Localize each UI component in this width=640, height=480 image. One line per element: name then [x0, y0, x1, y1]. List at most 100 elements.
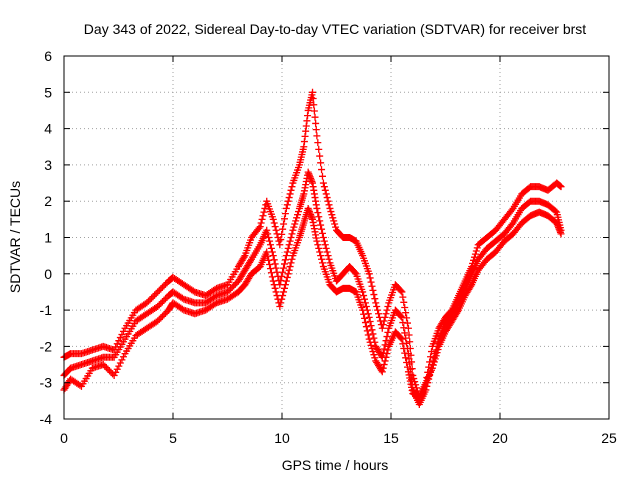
data-point-track-b: [162, 295, 170, 303]
data-point-track-b: [508, 221, 516, 229]
data-point-track-a: [269, 215, 277, 223]
data-point-track-b: [284, 244, 292, 252]
data-point-track-b: [295, 208, 303, 216]
data-point-track-b: [288, 230, 296, 238]
data-point-track-b: [317, 221, 325, 229]
data-point-track-a: [330, 217, 338, 225]
data-point-track-a: [154, 288, 162, 296]
y-tick-label: -2: [40, 338, 53, 354]
data-point-track-a: [312, 126, 320, 134]
data-point-track-c: [384, 346, 392, 354]
data-point-track-b: [351, 269, 359, 277]
data-point-track-a: [402, 309, 410, 317]
data-point-track-c: [429, 361, 437, 369]
data-point-track-c: [116, 359, 124, 367]
data-point-track-c: [264, 252, 272, 260]
data-point-track-a: [152, 290, 160, 298]
data-point-track-b: [283, 248, 291, 256]
data-point-track-b: [360, 292, 368, 300]
data-point-track-a: [318, 172, 326, 180]
data-point-track-a: [557, 183, 565, 191]
data-point-track-c: [397, 334, 405, 342]
data-point-track-c: [283, 273, 291, 281]
data-point-track-a: [317, 159, 325, 167]
data-point-track-a: [384, 302, 392, 310]
data-point-track-a: [320, 183, 328, 191]
y-tick-label: 5: [44, 84, 52, 100]
data-point-track-b: [290, 223, 298, 231]
data-point-track-b: [280, 260, 288, 268]
y-tick-label: -4: [40, 411, 53, 427]
data-point-track-c: [76, 381, 84, 389]
data-point-track-c: [365, 335, 373, 343]
x-tick-label: 0: [60, 430, 68, 446]
data-point-track-a: [272, 226, 280, 234]
data-point-track-b: [224, 288, 231, 296]
data-point-track-b: [155, 301, 163, 309]
y-tick-label: 0: [44, 266, 52, 282]
data-point-track-c: [363, 327, 371, 335]
data-point-track-c: [112, 368, 120, 376]
data-point-track-a: [312, 119, 320, 127]
data-point-track-a: [287, 186, 295, 194]
data-point-track-b: [278, 272, 286, 280]
data-point-track-b: [365, 313, 373, 321]
data-point-track-a: [257, 219, 265, 227]
data-point-track-c: [160, 311, 168, 319]
data-point-track-c: [99, 361, 107, 369]
data-point-track-a: [278, 230, 286, 238]
data-point-track-b: [321, 241, 329, 249]
data-point-track-c: [400, 344, 408, 352]
data-point-track-a: [381, 313, 389, 321]
data-point-track-c: [287, 259, 295, 267]
data-point-track-b: [227, 285, 235, 293]
data-point-track-c: [379, 364, 387, 372]
data-point-track-a: [325, 201, 333, 209]
data-point-track-b: [178, 294, 186, 302]
x-axis-label: GPS time / hours: [282, 457, 389, 473]
data-point-track-c: [266, 265, 274, 273]
data-point-track-c: [378, 368, 386, 376]
data-point-track-b: [267, 244, 275, 252]
data-point-track-a: [380, 317, 388, 325]
data-point-track-c: [277, 299, 285, 307]
data-point-track-c: [282, 277, 290, 285]
data-point-track-c: [263, 248, 271, 256]
y-tick-label: 3: [44, 157, 52, 173]
data-point-track-c: [178, 305, 186, 313]
data-point-track-c: [404, 363, 412, 371]
data-point-track-b: [380, 345, 388, 353]
data-point-track-c: [211, 300, 219, 308]
data-point-track-a: [276, 241, 284, 249]
data-point-track-a: [240, 253, 248, 261]
data-point-track-b: [400, 324, 408, 332]
data-point-track-a: [379, 321, 387, 329]
data-point-track-b: [399, 319, 407, 327]
data-point-track-b: [157, 299, 165, 307]
data-point-track-c: [432, 352, 440, 360]
data-point-track-c: [367, 341, 375, 349]
data-point-track-c: [371, 354, 379, 362]
data-point-track-a: [327, 208, 335, 216]
data-point-track-b: [266, 241, 274, 249]
data-point-track-c: [271, 284, 279, 292]
data-point-track-c: [110, 371, 118, 379]
data-point-track-a: [318, 166, 326, 174]
data-point-track-a: [155, 286, 163, 294]
data-point-track-c: [280, 284, 288, 292]
data-point-track-b: [320, 237, 328, 245]
data-point-track-c: [454, 308, 462, 316]
data-point-track-c: [155, 315, 163, 323]
data-point-track-c: [433, 349, 441, 357]
data-point-track-b: [160, 296, 168, 304]
data-points: [60, 88, 565, 408]
data-point-track-b: [279, 268, 287, 276]
data-point-track-a: [286, 190, 294, 198]
data-point-track-b: [316, 217, 324, 225]
data-point-track-a: [372, 299, 380, 307]
chart-title: Day 343 of 2022, Sidereal Day-to-day VTE…: [84, 21, 586, 37]
data-point-track-c: [279, 292, 287, 300]
data-point-track-a: [374, 306, 382, 314]
data-point-track-b: [211, 293, 219, 301]
data-point-track-c: [118, 356, 126, 364]
